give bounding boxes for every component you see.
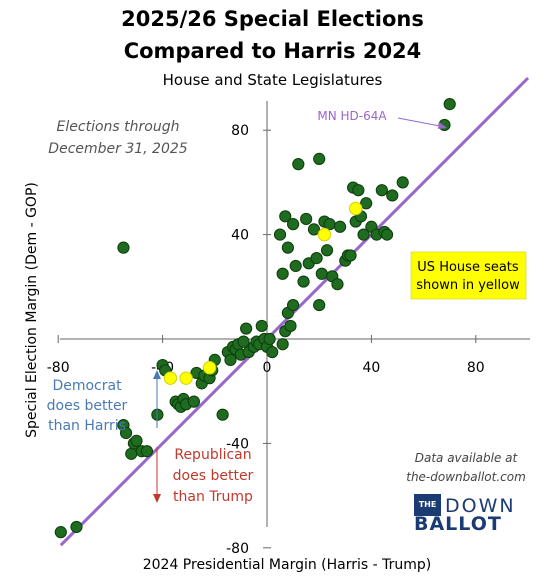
elections-through-line2: December 31, 2025 <box>48 141 187 157</box>
house-note-line1: US House seats <box>417 260 519 275</box>
state-point <box>263 332 276 346</box>
house-point <box>349 201 363 216</box>
state-point <box>315 267 328 280</box>
rep-label-line1: Republican <box>174 447 251 463</box>
house-note-line2: shown in yellow <box>416 278 520 293</box>
state-point <box>352 184 365 197</box>
x-axis-label: 2024 Presidential Margin (Harris - Trump… <box>143 557 432 573</box>
state-point <box>125 447 138 460</box>
house-point <box>317 227 332 242</box>
dem-label-line2: does better <box>47 398 128 414</box>
state-point <box>292 158 305 171</box>
rep-label-line3: than Trump <box>173 489 253 505</box>
parity-line <box>59 76 530 547</box>
state-point <box>276 267 289 280</box>
logo-word-ballot: BALLOT <box>414 513 502 535</box>
mn-hd-64a-label: MN HD-64A <box>317 109 387 123</box>
house-point <box>163 371 178 385</box>
state-point <box>130 434 143 447</box>
state-point <box>216 408 229 421</box>
state-point <box>331 278 344 291</box>
x-tick-label: 40 <box>362 360 380 376</box>
y-tick-label: 40 <box>231 228 249 244</box>
state-point <box>380 228 394 241</box>
state-point <box>276 338 289 351</box>
state-point <box>313 298 326 312</box>
state-point <box>443 98 456 111</box>
chart-title-line1: 2025/26 Special Elections <box>121 7 424 31</box>
state-point <box>266 345 279 359</box>
state-point <box>289 259 302 273</box>
y-axis-label: Special Election Margin (Dem - GOP) <box>24 182 40 438</box>
rep-arrowhead <box>153 494 161 503</box>
x-tick-label: -80 <box>47 360 70 376</box>
elections-through-line1: Elections through <box>57 119 180 135</box>
state-point <box>320 244 334 257</box>
state-point <box>287 218 300 231</box>
reference-line <box>59 76 530 547</box>
state-point <box>281 241 294 254</box>
x-tick-label: 80 <box>467 360 485 376</box>
mn-arrow <box>397 117 446 128</box>
house-point <box>179 371 193 385</box>
dem-arrowhead <box>153 370 161 379</box>
data-points <box>54 98 456 539</box>
logo-word-down: DOWN <box>445 495 516 517</box>
state-point <box>117 241 130 254</box>
x-tick-label: 0 <box>263 360 272 376</box>
state-point <box>386 189 399 202</box>
state-point <box>297 275 310 288</box>
state-point <box>237 335 250 348</box>
state-point <box>224 353 237 366</box>
house-point <box>202 361 217 375</box>
state-point <box>187 395 201 408</box>
y-tick-label: -80 <box>226 541 249 557</box>
state-point <box>344 249 357 262</box>
chart-title-line2: Compared to Harris 2024 <box>123 39 422 63</box>
y-tick-label: -40 <box>226 436 249 452</box>
annotations: Elections through December 31, 2025 MN H… <box>47 109 527 535</box>
state-point <box>54 526 67 539</box>
state-point <box>119 426 133 440</box>
state-point <box>360 197 373 210</box>
state-point <box>313 152 326 166</box>
state-point <box>273 228 287 241</box>
state-point <box>279 210 292 223</box>
data-available-line2: the-downballot.com <box>406 470 526 484</box>
house-note-box <box>410 251 527 300</box>
dem-label-line1: Democrat <box>52 378 122 394</box>
rep-label-line2: does better <box>173 468 254 484</box>
state-point <box>140 445 154 458</box>
state-point <box>255 319 268 333</box>
data-available-line1: Data available at <box>415 451 519 465</box>
state-point <box>357 228 370 241</box>
state-point <box>300 212 313 226</box>
state-point <box>287 298 300 312</box>
dem-label-line3: than Harris <box>48 418 126 434</box>
state-point <box>284 319 297 333</box>
state-point <box>307 223 321 236</box>
chart-subtitle: House and State Legislatures <box>162 71 383 89</box>
mn-arrowhead <box>438 122 447 129</box>
state-point <box>375 184 388 197</box>
state-point <box>310 251 323 265</box>
y-tick-label: 80 <box>231 123 249 139</box>
state-point <box>333 220 347 233</box>
logo-box: THE <box>414 494 441 516</box>
state-point <box>240 322 253 335</box>
state-point <box>396 176 409 189</box>
state-point <box>70 520 83 534</box>
